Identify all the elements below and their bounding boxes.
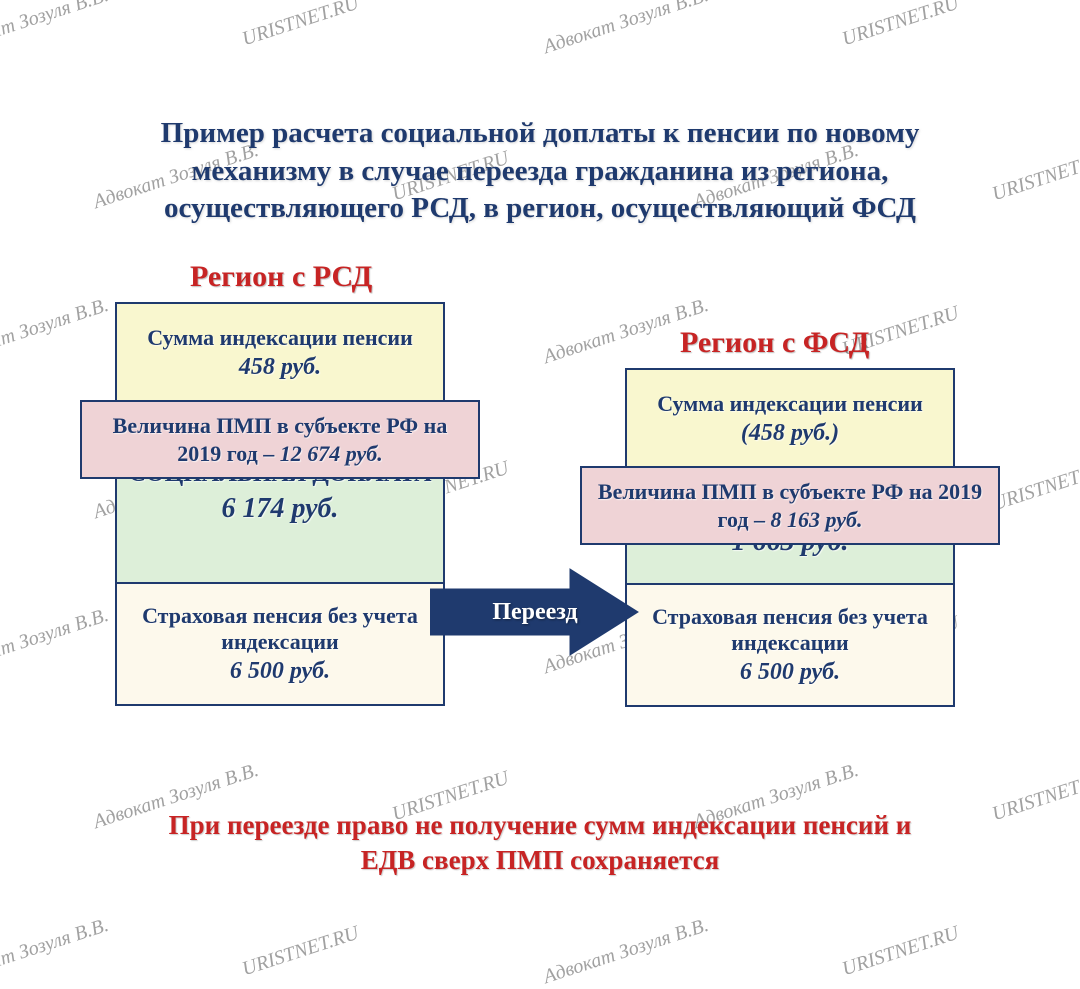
cell-value: 458 руб. xyxy=(125,354,435,381)
title-line: механизму в случае переезда гражданина и… xyxy=(60,153,1020,191)
left-pmp-box: Величина ПМП в субъекте РФ на 2019 год –… xyxy=(80,400,480,479)
page-title: Пример расчета социальной доплаты к пенс… xyxy=(60,115,1020,228)
cell-value: 6 174 руб. xyxy=(125,493,435,525)
cell-value: 6 500 руб. xyxy=(125,658,435,685)
arrow-label: Переезд xyxy=(492,599,577,626)
pmp-value: 8 163 руб. xyxy=(770,507,862,532)
cell-value: (458 руб.) xyxy=(635,420,945,447)
pmp-value: 12 674 руб. xyxy=(280,441,383,466)
left-cell-pension: Страховая пенсия без учета индексации 6 … xyxy=(117,584,443,704)
title-line: Пример расчета социальной доплаты к пенс… xyxy=(60,115,1020,153)
left-region-title: Регион с РСД xyxy=(190,260,372,294)
footer-line: ЕДВ сверх ПМП сохраняется xyxy=(60,843,1020,878)
footer-line: При переезде право не получение сумм инд… xyxy=(60,808,1020,843)
right-cell-pension: Страховая пенсия без учета индексации 6 … xyxy=(627,585,953,705)
right-region-title: Регион с ФСД xyxy=(680,326,869,360)
transition-arrow: Переезд xyxy=(430,572,640,652)
title-line: осуществляющего РСД, в регион, осуществл… xyxy=(60,190,1020,228)
footer-note: При переезде право не получение сумм инд… xyxy=(60,808,1020,878)
cell-value: 6 500 руб. xyxy=(635,659,945,686)
left-stack: Сумма индексации пенсии 458 руб. СОЦИАЛЬ… xyxy=(115,302,445,706)
cell-label: Страховая пенсия без учета индексации xyxy=(125,603,435,654)
cell-label: Страховая пенсия без учета индексации xyxy=(635,604,945,655)
diagram-content: Пример расчета социальной доплаты к пенс… xyxy=(0,0,1080,972)
cell-label: Сумма индексации пенсии xyxy=(635,391,945,416)
right-pmp-box: Величина ПМП в субъекте РФ на 2019 год –… xyxy=(580,466,1000,545)
left-cell-indexation: Сумма индексации пенсии 458 руб. xyxy=(117,304,443,404)
cell-label: Сумма индексации пенсии xyxy=(125,325,435,350)
right-cell-indexation: Сумма индексации пенсии (458 руб.) xyxy=(627,370,953,470)
